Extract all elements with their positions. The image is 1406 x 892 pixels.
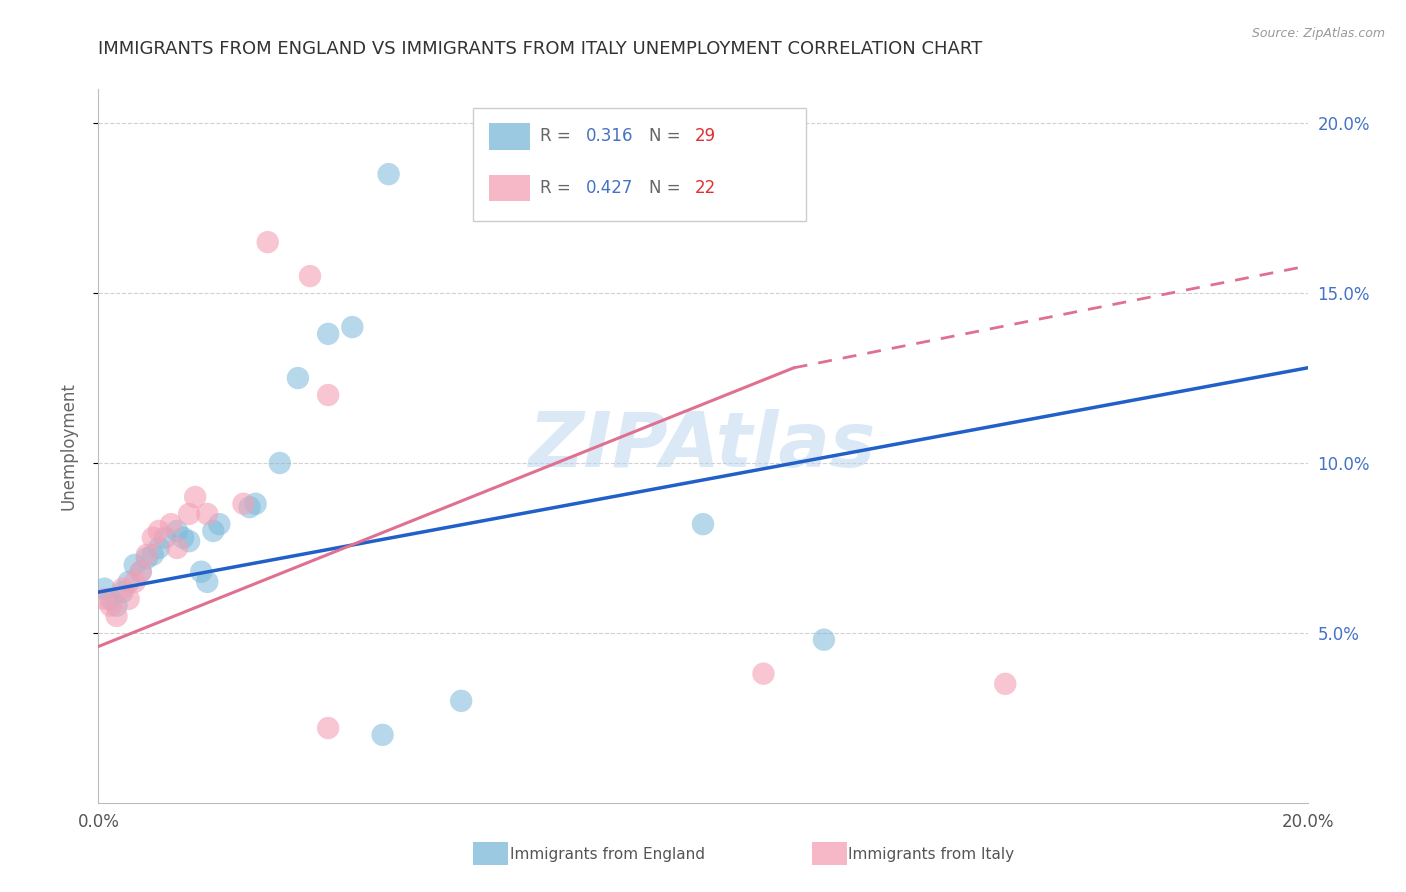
Point	[93, 591, 115, 606]
Text: N =: N =	[648, 178, 686, 196]
Point	[342, 320, 364, 334]
Text: N =: N =	[648, 128, 686, 145]
Point	[245, 497, 267, 511]
Text: 0.316: 0.316	[586, 128, 633, 145]
Point	[692, 517, 714, 532]
Point	[135, 548, 157, 562]
Text: Immigrants from England: Immigrants from England	[509, 847, 704, 862]
Text: Source: ZipAtlas.com: Source: ZipAtlas.com	[1251, 27, 1385, 40]
Point	[148, 541, 170, 555]
Point	[190, 565, 212, 579]
Text: IMMIGRANTS FROM ENGLAND VS IMMIGRANTS FROM ITALY UNEMPLOYMENT CORRELATION CHART: IMMIGRANTS FROM ENGLAND VS IMMIGRANTS FR…	[98, 40, 983, 58]
Text: Immigrants from Italy: Immigrants from Italy	[848, 847, 1014, 862]
Point	[166, 541, 188, 555]
FancyBboxPatch shape	[489, 175, 530, 202]
Point	[269, 456, 291, 470]
Y-axis label: Unemployment: Unemployment	[59, 382, 77, 510]
Point	[316, 326, 339, 341]
Point	[208, 517, 231, 532]
FancyBboxPatch shape	[474, 109, 806, 221]
FancyBboxPatch shape	[811, 842, 846, 865]
Point	[287, 371, 309, 385]
Point	[195, 507, 218, 521]
Point	[124, 558, 146, 572]
Point	[377, 167, 399, 181]
FancyBboxPatch shape	[474, 842, 509, 865]
Point	[153, 531, 176, 545]
Point	[160, 517, 183, 532]
Point	[256, 235, 278, 249]
Point	[752, 666, 775, 681]
Point	[111, 582, 134, 596]
Point	[118, 574, 141, 589]
Text: ZIPAtlas: ZIPAtlas	[529, 409, 877, 483]
Point	[179, 507, 201, 521]
Point	[129, 565, 152, 579]
Point	[195, 574, 218, 589]
Point	[299, 269, 322, 284]
Text: R =: R =	[540, 178, 576, 196]
Point	[813, 632, 835, 647]
Point	[166, 524, 188, 538]
Text: 22: 22	[695, 178, 716, 196]
Point	[124, 574, 146, 589]
Point	[239, 500, 262, 515]
Point	[142, 548, 165, 562]
Point	[371, 728, 394, 742]
Text: R =: R =	[540, 128, 576, 145]
Point	[129, 565, 152, 579]
Point	[316, 721, 339, 735]
Point	[316, 388, 339, 402]
Point	[100, 591, 122, 606]
Point	[93, 582, 115, 596]
Point	[142, 531, 165, 545]
Point	[111, 585, 134, 599]
Point	[135, 551, 157, 566]
Point	[232, 497, 254, 511]
Point	[118, 591, 141, 606]
Point	[994, 677, 1017, 691]
Point	[202, 524, 225, 538]
Text: 0.427: 0.427	[586, 178, 633, 196]
Point	[105, 599, 128, 613]
FancyBboxPatch shape	[489, 123, 530, 150]
Text: 29: 29	[695, 128, 716, 145]
Point	[100, 599, 122, 613]
Point	[105, 608, 128, 623]
Point	[450, 694, 472, 708]
Point	[184, 490, 207, 504]
Point	[172, 531, 194, 545]
Point	[148, 524, 170, 538]
Point	[179, 534, 201, 549]
